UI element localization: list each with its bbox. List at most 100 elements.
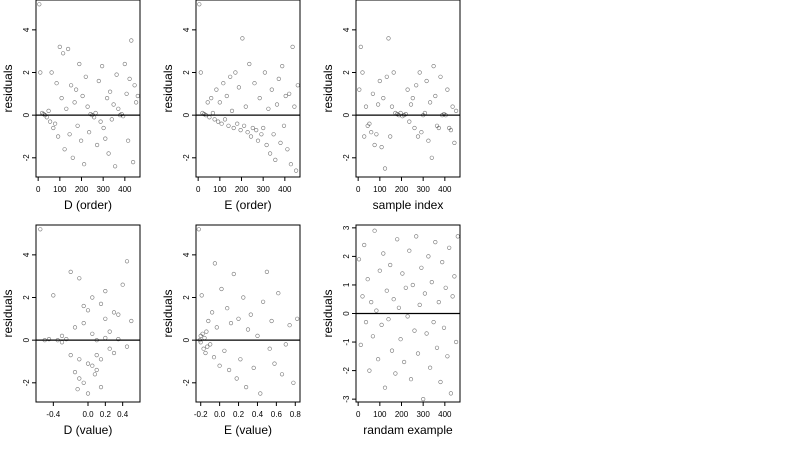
data-point [54,81,59,86]
data-point [60,51,66,56]
data-point [209,95,214,101]
data-point [81,162,87,167]
x-tick-label: 0 [356,410,361,419]
data-point [365,277,370,282]
plot-frame [35,0,141,178]
data-point [279,372,285,377]
y-tick-label: 1 [342,282,351,287]
data-point [288,162,294,167]
data-point [81,321,86,326]
data-point [381,251,386,256]
data-point [396,305,402,310]
x-axis-title: E (order) [224,198,271,212]
plot-frame [355,0,461,178]
data-point [294,168,299,173]
data-point [203,350,208,356]
y-tick-label: 3 [342,225,351,230]
data-point [421,397,426,402]
data-point [360,70,365,75]
data-point [431,320,436,325]
data-point [114,72,119,77]
data-point [398,337,403,342]
x-tick-label: 0.8 [290,410,302,419]
data-point [360,294,365,299]
data-point [440,260,445,265]
data-point [238,357,243,362]
data-point [367,121,372,126]
data-point [228,74,233,79]
data-point [269,318,274,324]
y-tick-label: 2 [182,70,191,75]
data-point [85,391,91,396]
y-tick-label: 0 [342,112,351,117]
data-point [379,145,384,150]
data-point [377,78,382,84]
data-point [111,350,117,356]
data-point [46,337,52,342]
data-point [363,104,369,109]
data-point [261,299,266,304]
data-point [436,300,441,305]
data-point [134,100,139,105]
y-tick-label: 0 [22,112,31,117]
x-tick-label: 0.4 [252,410,264,419]
data-point [259,132,264,137]
data-point [238,128,243,133]
y-tick-label: -2 [342,366,351,374]
data-point [211,355,217,360]
data-point [124,259,130,264]
y-tick-label: 4 [182,252,191,257]
data-point [242,123,247,128]
y-tick-label: -2 [22,154,31,162]
panel-top-right: 0 100 200 300 400 -2 0 2 4 sample index residuals [321,0,461,212]
data-point [454,339,459,345]
data-point [103,316,108,321]
data-point [49,70,54,75]
data-point [454,108,459,113]
data-point [225,306,230,311]
x-axis-title: D (value) [64,423,113,437]
data-point [280,63,285,69]
data-point [38,227,43,232]
data-point [386,317,391,322]
data-point [283,93,288,99]
data-point [285,147,290,152]
x-tick-label: -0.2 [194,410,208,419]
data-point [47,119,53,124]
x-tick-label: 300 [96,185,110,194]
data-point [217,363,222,368]
data-point [81,303,86,309]
x-tick-label: 100 [213,185,227,194]
data-point [278,140,283,145]
data-point [429,280,434,285]
data-point [447,245,452,250]
data-point [455,234,460,239]
y-tick-label: 0 [182,112,191,117]
data-point [196,227,201,232]
y-axis-title: residuals [161,64,175,112]
data-point [83,74,88,79]
data-point [207,115,212,120]
data-point [269,87,274,92]
data-point [412,125,417,131]
data-point [433,240,438,245]
data-points [37,2,140,169]
data-point [104,95,110,101]
x-tick-label: 400 [278,185,292,194]
x-tick-label: 200 [235,185,249,194]
data-point [376,102,381,107]
data-point [372,142,377,148]
data-point [405,87,410,92]
data-point [395,237,400,242]
y-axis-title: residuals [321,64,335,112]
data-point [382,385,388,390]
data-point [408,377,414,382]
panel-top-middle: 0 100 200 300 400 -2 0 2 4 E (order) residuals [161,0,301,212]
data-point [424,78,429,84]
data-point [405,314,410,319]
y-tick-label: -2 [342,154,351,162]
x-tick-label: 300 [256,185,270,194]
data-point [75,123,80,128]
data-point [414,234,419,239]
data-point [64,106,69,111]
